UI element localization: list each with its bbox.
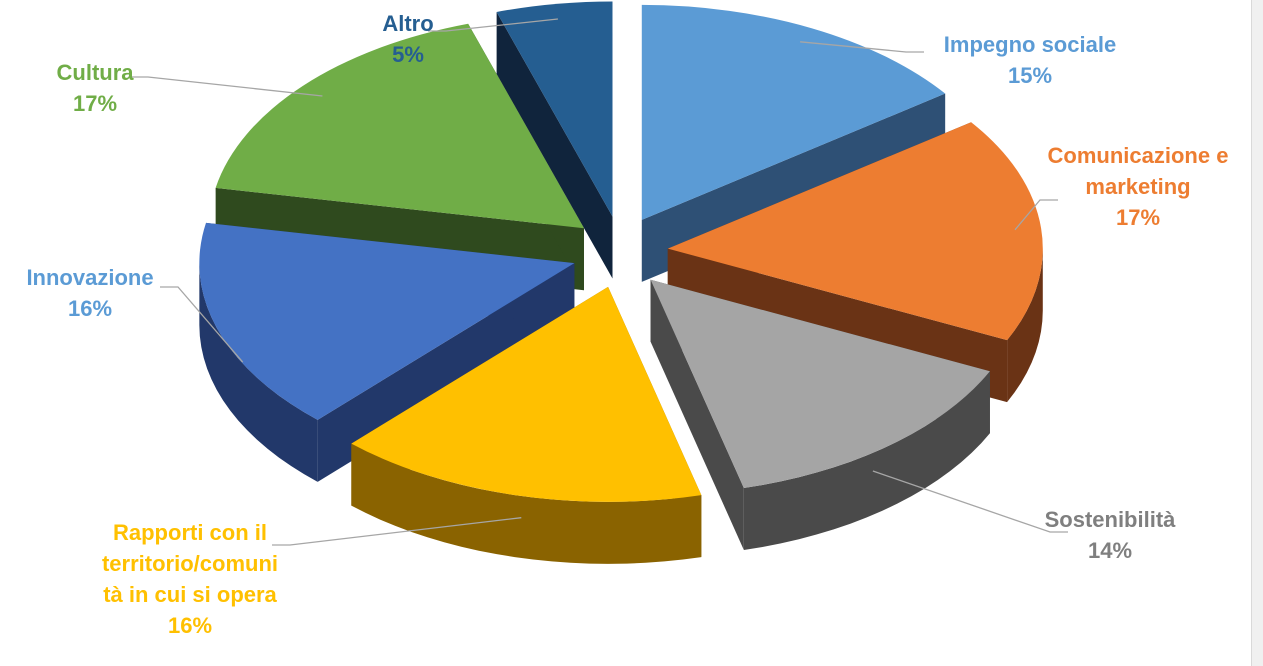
slice-altro [496,1,613,279]
slice-altro-top [496,1,613,217]
data-label-comunicazione-e-marketing: Comunicazione e marketing 17% [1048,143,1229,230]
data-label-name: territorio/comuni [102,551,278,576]
data-label-percent: 5% [392,42,424,67]
slice-rapporti-con-il-territorio-comunita-in-cui-si-opera-rim [351,443,702,564]
slice-innovazione-rim [199,263,318,482]
leader-line-cultura [130,76,323,97]
slice-sostenibilita-rim [743,371,990,550]
leader-line-rapporti-con-il-territorio-comunita-in-cui-si-opera [272,517,522,546]
data-label-percent: 14% [1088,538,1132,563]
data-label-name: Altro [382,11,433,36]
data-label-name: marketing [1085,174,1190,199]
pie-slices [199,1,1043,564]
data-label-percent: 15% [1008,63,1052,88]
leader-lines [130,18,1068,546]
slice-rapporti-con-il-territorio-comunita-in-cui-si-opera [351,286,702,564]
data-label-name: Cultura [57,60,135,85]
slice-comunicazione-e-marketing-top [667,122,1043,341]
slice-sostenibilita-side-end [650,279,744,550]
leader-line-innovazione [160,286,244,363]
data-label-percent: 16% [168,613,212,638]
slice-cultura-top [215,23,584,229]
data-label-impegno-sociale: Impegno sociale 15% [944,32,1116,88]
slice-innovazione-top [199,222,575,420]
data-label-innovazione: Innovazione 16% [26,265,153,321]
leader-line-sostenibilita [872,470,1068,533]
data-label-name: Impegno sociale [944,32,1116,57]
data-label-sostenibilita: Sostenibilità 14% [1045,507,1177,563]
slice-comunicazione-e-marketing-rim [1007,248,1043,403]
slice-rapporti-con-il-territorio-comunita-in-cui-si-opera-top [351,286,702,502]
data-label-rapporti-con-il-territorio-comunita-in-cui-si-opera: Rapporti con il territorio/comuni tà in cu… [102,520,278,638]
data-label-name: Sostenibilità [1045,507,1177,532]
data-labels: Impegno sociale 15% Comunicazione e marketi… [26,11,1228,638]
slice-sostenibilita-top [650,279,990,488]
data-label-name: Rapporti con il [113,520,267,545]
data-label-name: tà in cui si opera [103,582,277,607]
slice-impegno-sociale-top [641,4,946,220]
leader-line-altro [428,18,558,32]
data-label-name: Comunicazione e [1048,143,1229,168]
slice-sostenibilita [650,279,990,550]
data-label-percent: 17% [1116,205,1160,230]
vertical-scrollbar[interactable] [1251,0,1263,666]
data-label-cultura: Cultura 17% [57,60,135,116]
leader-line-impegno-sociale [800,41,924,53]
slice-altro-side-start [496,11,613,279]
leader-line-comunicazione-e-marketing [1014,199,1058,231]
data-label-percent: 16% [68,296,112,321]
data-label-altro: Altro 5% [382,11,433,67]
data-label-name: Innovazione [26,265,153,290]
data-label-percent: 17% [73,91,117,116]
